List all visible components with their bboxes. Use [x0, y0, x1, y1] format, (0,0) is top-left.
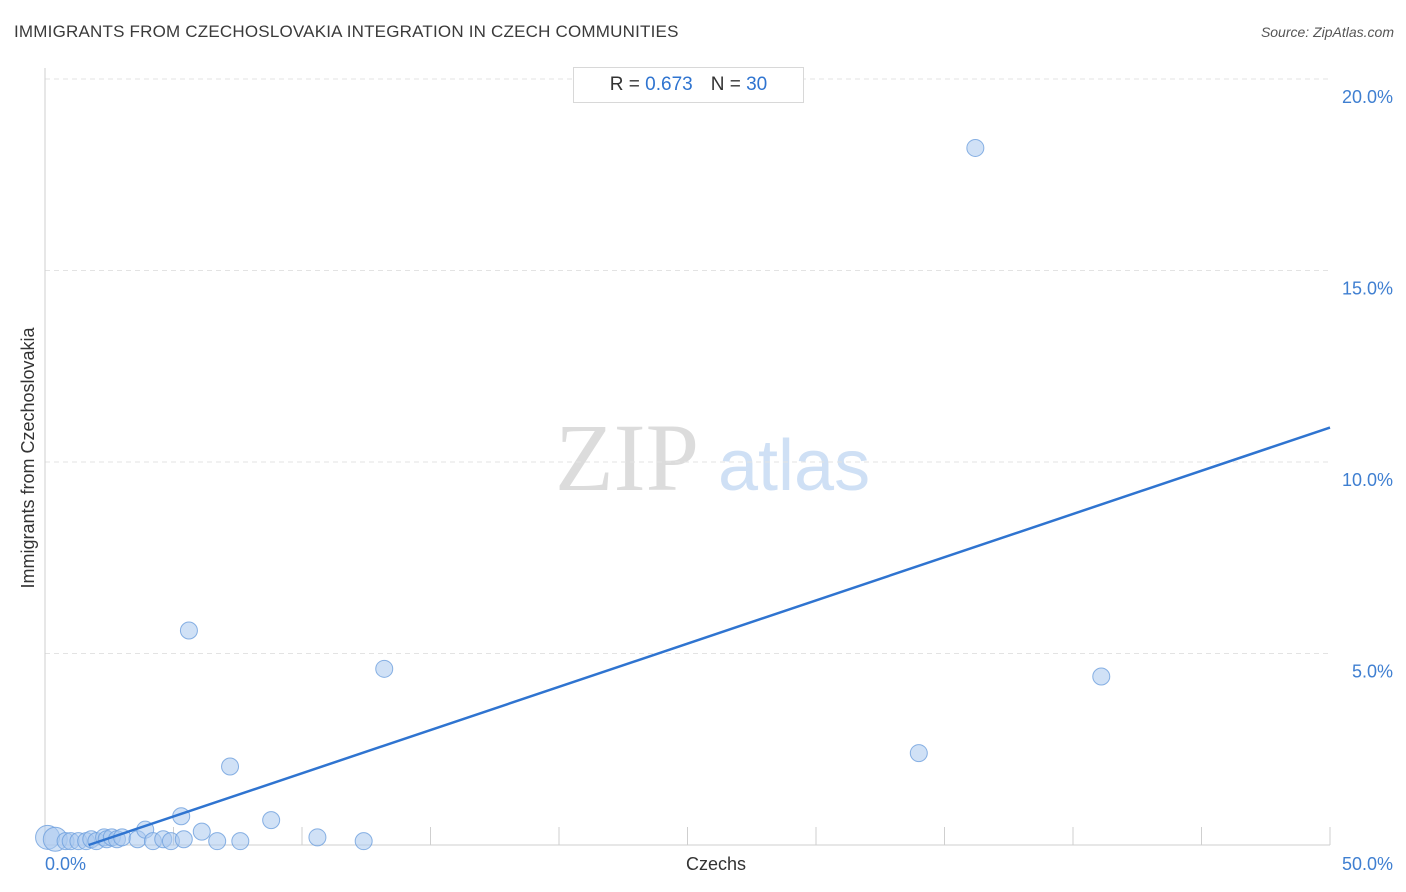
data-point — [354, 832, 373, 851]
axes — [44, 68, 1331, 846]
watermark-atlas: atlas — [718, 426, 870, 506]
y-tick-label: 5.0% — [1352, 662, 1393, 682]
r-value: 0.673 — [645, 74, 693, 95]
data-point — [208, 832, 227, 851]
n-stat: N = 30 — [711, 74, 768, 96]
grid — [45, 78, 1330, 654]
watermark: ZIP atlas — [555, 404, 870, 511]
data-point — [231, 832, 250, 851]
y-tick-label: 10.0% — [1342, 470, 1393, 490]
y-axis-label: Immigrants from Czechoslovakia — [18, 326, 38, 588]
data-point — [221, 757, 240, 776]
chart-title: IMMIGRANTS FROM CZECHOSLOVAKIA INTEGRATI… — [14, 22, 679, 41]
stats-box: R = 0.673 N = 30 — [573, 67, 804, 103]
tick-labels: 5.0% 10.0% 15.0% 20.0% 0.0% 50.0% — [45, 87, 1393, 874]
data-point — [179, 621, 198, 640]
data-point — [1092, 667, 1111, 686]
r-label: R = — [609, 74, 646, 95]
n-value: 30 — [746, 74, 768, 95]
x-axis-label: Czechs — [686, 854, 746, 874]
x-tick-label: 50.0% — [1342, 854, 1393, 874]
data-point — [308, 828, 327, 847]
r-stat: R = 0.673 — [610, 74, 693, 96]
x-tick-label: 0.0% — [45, 854, 86, 874]
data-point — [375, 659, 394, 678]
trend-line — [88, 426, 1331, 847]
data-point — [262, 811, 281, 830]
y-tick-label: 20.0% — [1342, 87, 1393, 107]
data-point — [966, 138, 985, 157]
trend-line-group — [88, 426, 1331, 847]
n-label: N = — [710, 74, 747, 95]
y-tick-label: 15.0% — [1342, 279, 1393, 299]
data-point — [192, 822, 211, 841]
data-point — [174, 830, 193, 849]
source-label: Source: ZipAtlas.com — [1260, 24, 1394, 40]
watermark-zip: ZIP — [555, 404, 699, 511]
data-point — [909, 744, 928, 763]
